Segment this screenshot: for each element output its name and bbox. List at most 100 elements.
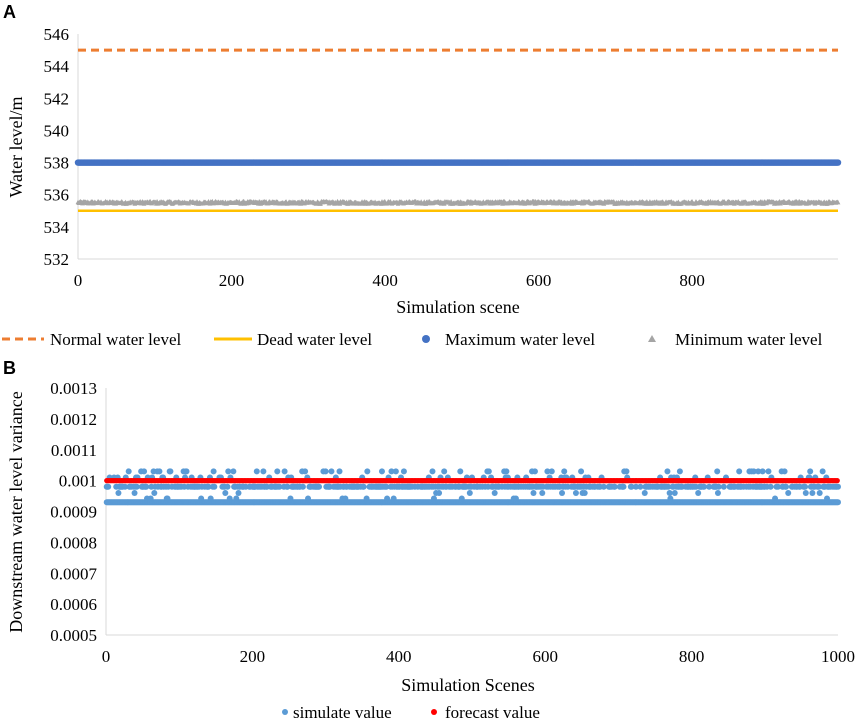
y-tick-label-b: 0.0008: [50, 533, 97, 552]
legend-label-simulate: simulate value: [293, 703, 392, 721]
simulate-value-point: [436, 489, 443, 496]
simulate-value-point: [611, 483, 618, 490]
x-tick-label-a: 0: [74, 271, 83, 290]
simulate-value-point: [676, 468, 683, 475]
series-b: [103, 468, 841, 506]
simulate-value-point: [210, 468, 217, 475]
simulate-value-point: [714, 489, 721, 496]
simulate-value-point: [561, 468, 568, 475]
x-tick-label-a: 600: [526, 271, 552, 290]
simulate-value-point: [105, 483, 112, 490]
simulate-value-point: [503, 468, 510, 475]
simulate-value-point: [835, 499, 841, 506]
simulate-value-point: [736, 468, 743, 475]
simulate-value-point: [665, 483, 672, 490]
simulate-value-point: [774, 483, 781, 490]
simulate-value-point: [225, 468, 232, 475]
simulate-value-point: [781, 468, 788, 475]
legend-swatch-simulate: [282, 709, 288, 715]
simulate-value-point: [755, 468, 762, 475]
simulate-value-point: [115, 489, 122, 496]
legend-label-maximum: Maximum water level: [445, 330, 595, 349]
simulate-value-point: [131, 489, 138, 496]
legend-item-forecast-value: forecast value: [431, 703, 540, 721]
simulate-value-point: [637, 483, 644, 490]
simulate-value-point: [143, 483, 150, 490]
y-tick-label-b: 0.001: [59, 472, 97, 491]
simulate-value-point: [235, 489, 242, 496]
simulate-value-point: [276, 483, 283, 490]
simulate-value-point: [485, 468, 492, 475]
simulate-value-point: [785, 489, 792, 496]
simulate-value-point: [133, 483, 140, 490]
y-tick-label-b: 0.0012: [50, 410, 97, 429]
y-tick-label-b: 0.0005: [50, 626, 97, 645]
simulate-value-point: [360, 483, 367, 490]
forecast-value-point: [834, 478, 840, 484]
y-tick-label-a: 532: [44, 250, 70, 269]
simulate-value-point: [750, 468, 757, 475]
simulate-value-point: [151, 489, 158, 496]
legend-item-normal-water-level: Normal water level: [2, 330, 181, 349]
x-tick-label-a: 800: [679, 271, 705, 290]
simulate-value-point: [759, 468, 766, 475]
y-tick-label-b: 0.0011: [51, 441, 97, 460]
simulate-value-point: [620, 483, 627, 490]
y-tick-label-b: 0.0006: [50, 595, 97, 614]
plot-area-b: 0.0005 0.0006 0.0007 0.0008 0.0009 0.001 0.001…: [50, 379, 855, 666]
y-tick-label-a: 536: [44, 186, 70, 205]
simulate-value-point: [284, 483, 291, 490]
simulate-value-point: [222, 489, 229, 496]
simulate-value-point: [183, 468, 190, 475]
simulate-value-point: [701, 483, 708, 490]
maximum-water-level-point: [834, 159, 842, 166]
y-tick-label-a: 544: [44, 57, 70, 76]
simulate-value-point: [281, 468, 288, 475]
simulate-value-point: [544, 468, 551, 475]
simulate-value-point: [328, 468, 335, 475]
simulate-value-point: [600, 483, 607, 490]
y-tick-label-b: 0.0013: [50, 379, 97, 398]
simulate-value-point: [253, 468, 260, 475]
simulate-value-point: [628, 483, 635, 490]
simulate-value-point: [224, 483, 231, 490]
simulate-value-point: [400, 468, 407, 475]
simulate-value-point: [122, 483, 129, 490]
x-tick-label-b: 600: [532, 647, 558, 666]
y-axis-title-b: Downstream water level variance: [6, 391, 26, 632]
x-tick-label-a: 400: [372, 271, 398, 290]
x-tick-label-b: 200: [240, 647, 266, 666]
simulate-value-point: [336, 468, 343, 475]
simulate-value-point: [316, 483, 323, 490]
x-tick-label-b: 400: [386, 647, 412, 666]
legend-swatch-maximum: [422, 335, 430, 343]
simulate-value-point: [767, 483, 774, 490]
simulate-value-point: [466, 489, 473, 496]
simulate-value-point: [383, 483, 390, 490]
series-simulate-value: [103, 468, 841, 506]
simulate-value-point: [666, 489, 673, 496]
simulate-value-point: [125, 468, 132, 475]
simulate-value-point: [491, 489, 498, 496]
series-a: [74, 48, 842, 213]
simulate-value-point: [364, 468, 371, 475]
simulate-value-point: [809, 489, 816, 496]
simulate-value-point: [819, 468, 826, 475]
series-minimum-water-level: [75, 198, 841, 206]
simulate-value-point: [539, 489, 546, 496]
simulate-value-point: [441, 468, 448, 475]
y-tick-label-a: 542: [44, 89, 70, 108]
legend-item-minimum-water-level: Minimum water level: [648, 330, 823, 349]
simulate-value-point: [167, 468, 174, 475]
simulate-value-point: [715, 483, 722, 490]
simulate-value-point: [548, 468, 555, 475]
simulate-value-point: [457, 468, 464, 475]
simulate-value-point: [211, 483, 218, 490]
legend-label-dead: Dead water level: [257, 330, 372, 349]
panel-label-a: A: [3, 2, 16, 22]
legend-label-normal: Normal water level: [50, 330, 181, 349]
x-ticks-a: 0 200 400 600 800: [74, 271, 705, 290]
simulate-value-point: [581, 489, 588, 496]
y-tick-label-a: 534: [44, 218, 70, 237]
simulate-value-point: [714, 468, 721, 475]
